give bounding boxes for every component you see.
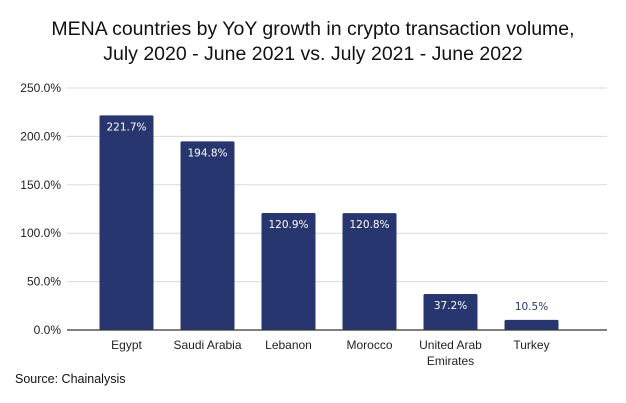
chart-title-line-1: MENA countries by YoY growth in crypto t… — [51, 18, 575, 40]
data-label: 221.7% — [106, 121, 146, 133]
y-tick-label: 50.0% — [27, 275, 61, 289]
data-label: 37.2% — [434, 300, 467, 312]
gridlines — [67, 87, 607, 283]
chart-title-line-2: July 2020 - June 2021 vs. July 2021 - Ju… — [103, 43, 523, 65]
bar — [423, 293, 478, 330]
bar — [99, 115, 154, 330]
y-tick-label: 200.0% — [20, 129, 61, 143]
x-axis-tick-labels: Egypt Saudi Arabia Lebanon Morocco United Ar… — [111, 338, 549, 368]
y-tick-label: 250.0% — [20, 81, 61, 95]
data-label: 194.8% — [187, 147, 227, 159]
data-label: 120.8% — [349, 219, 389, 231]
y-tick-label: 0.0% — [34, 323, 62, 337]
x-tick-label: Morocco — [346, 338, 392, 352]
y-axis-tick-labels: 0.0% 50.0% 100.0% 150.0% 200.0% 250.0% — [20, 81, 61, 337]
x-tick-label: Saudi Arabia — [173, 338, 241, 352]
x-tick-label: Egypt — [111, 338, 142, 352]
x-tick-label: United Arab — [419, 338, 482, 352]
x-tick-label: Emirates — [427, 354, 474, 368]
bar — [261, 212, 316, 330]
bar — [180, 141, 235, 330]
data-label: 120.9% — [268, 219, 308, 231]
data-labels: 221.7% 194.8% 120.9% 120.8% 37.2% 10.5% — [106, 121, 548, 312]
y-tick-label: 150.0% — [20, 178, 61, 192]
x-tick-label: Lebanon — [265, 338, 312, 352]
x-tick-label: Turkey — [513, 338, 549, 352]
data-label: 10.5% — [515, 301, 548, 313]
chart-title: MENA countries by YoY growth in crypto t… — [0, 17, 626, 67]
bars — [99, 115, 559, 330]
source-note: Source: Chainalysis — [15, 372, 126, 386]
bar — [504, 319, 559, 330]
bar — [342, 213, 397, 330]
y-tick-label: 100.0% — [20, 226, 61, 240]
